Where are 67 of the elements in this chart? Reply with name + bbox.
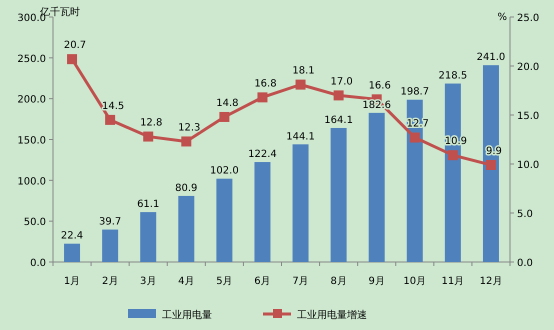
point (219, 112, 230, 122)
data-label: 102.0 (210, 166, 239, 177)
x-tick-label: 2月 (102, 276, 118, 287)
data-label: 61.1 (137, 199, 160, 210)
bar (330, 128, 347, 262)
legend-label: 工业用电量增速 (297, 309, 367, 321)
y2-axis-title: % (497, 12, 507, 23)
bar (64, 244, 80, 262)
point (448, 150, 458, 160)
y2-tick-label: 20.0 (517, 62, 540, 73)
data-label: 16.6 (368, 80, 391, 92)
data-label: 198.7 (400, 86, 430, 98)
point (143, 132, 154, 142)
data-label: 18.1 (292, 66, 315, 77)
x-tick-label: 10月 (403, 276, 426, 287)
data-label: 164.1 (324, 114, 353, 126)
data-label: 39.7 (98, 216, 122, 228)
y2-tick-label: 10.0 (517, 160, 540, 171)
y-tick-label: 0.0 (30, 258, 46, 269)
data-label: 14.8 (216, 98, 239, 109)
bar (140, 212, 156, 262)
bar (254, 162, 270, 262)
x-tick-label: 9月 (368, 276, 385, 287)
point (67, 54, 78, 64)
point (334, 90, 344, 100)
point (181, 136, 192, 146)
data-label: 122.4 (248, 149, 277, 160)
y2-tick-label: 25.0 (517, 13, 540, 24)
data-label: 16.8 (254, 78, 277, 90)
data-label: 218.5 (438, 70, 468, 82)
y-tick-label: 100.0 (17, 176, 46, 188)
bar (178, 196, 194, 262)
bar (292, 144, 309, 262)
y-tick-label: 200.0 (17, 94, 46, 106)
data-label: 80.9 (175, 182, 198, 194)
data-label: 12.3 (178, 122, 200, 134)
point (296, 80, 306, 90)
data-label: 144.1 (286, 131, 315, 142)
data-label: 241.0 (476, 52, 506, 64)
point (105, 114, 116, 125)
x-tick-label: 4月 (178, 276, 194, 287)
y2-tick-label: 0.0 (517, 258, 533, 269)
data-label: 17.0 (330, 76, 353, 88)
x-tick-label: 1月 (64, 276, 80, 287)
data-label: 14.5 (102, 100, 124, 112)
x-tick-label: 8月 (330, 276, 347, 287)
x-tick-label: 11月 (442, 276, 464, 287)
bar (102, 230, 118, 262)
x-tick-label: 6月 (254, 276, 271, 287)
point (410, 132, 420, 143)
x-tick-label: 12月 (480, 276, 502, 287)
y2-tick-label: 15.0 (517, 111, 540, 122)
y2-tick-label: 5.0 (517, 209, 533, 220)
data-label: 20.7 (64, 40, 86, 52)
data-label: 12.8 (140, 118, 162, 129)
bar (368, 112, 385, 262)
bar (216, 178, 232, 262)
data-label: 22.4 (60, 230, 84, 242)
x-tick-label: 5月 (216, 276, 233, 287)
y-tick-label: 150.0 (17, 136, 46, 146)
point (486, 160, 496, 170)
point (257, 92, 268, 102)
y-tick-label: 50.0 (24, 217, 46, 228)
legend-label: 工业用电量 (162, 309, 212, 321)
y-tick-label: 250.0 (17, 54, 46, 65)
x-tick-label: 7月 (292, 276, 309, 287)
x-tick-label: 3月 (140, 276, 156, 287)
